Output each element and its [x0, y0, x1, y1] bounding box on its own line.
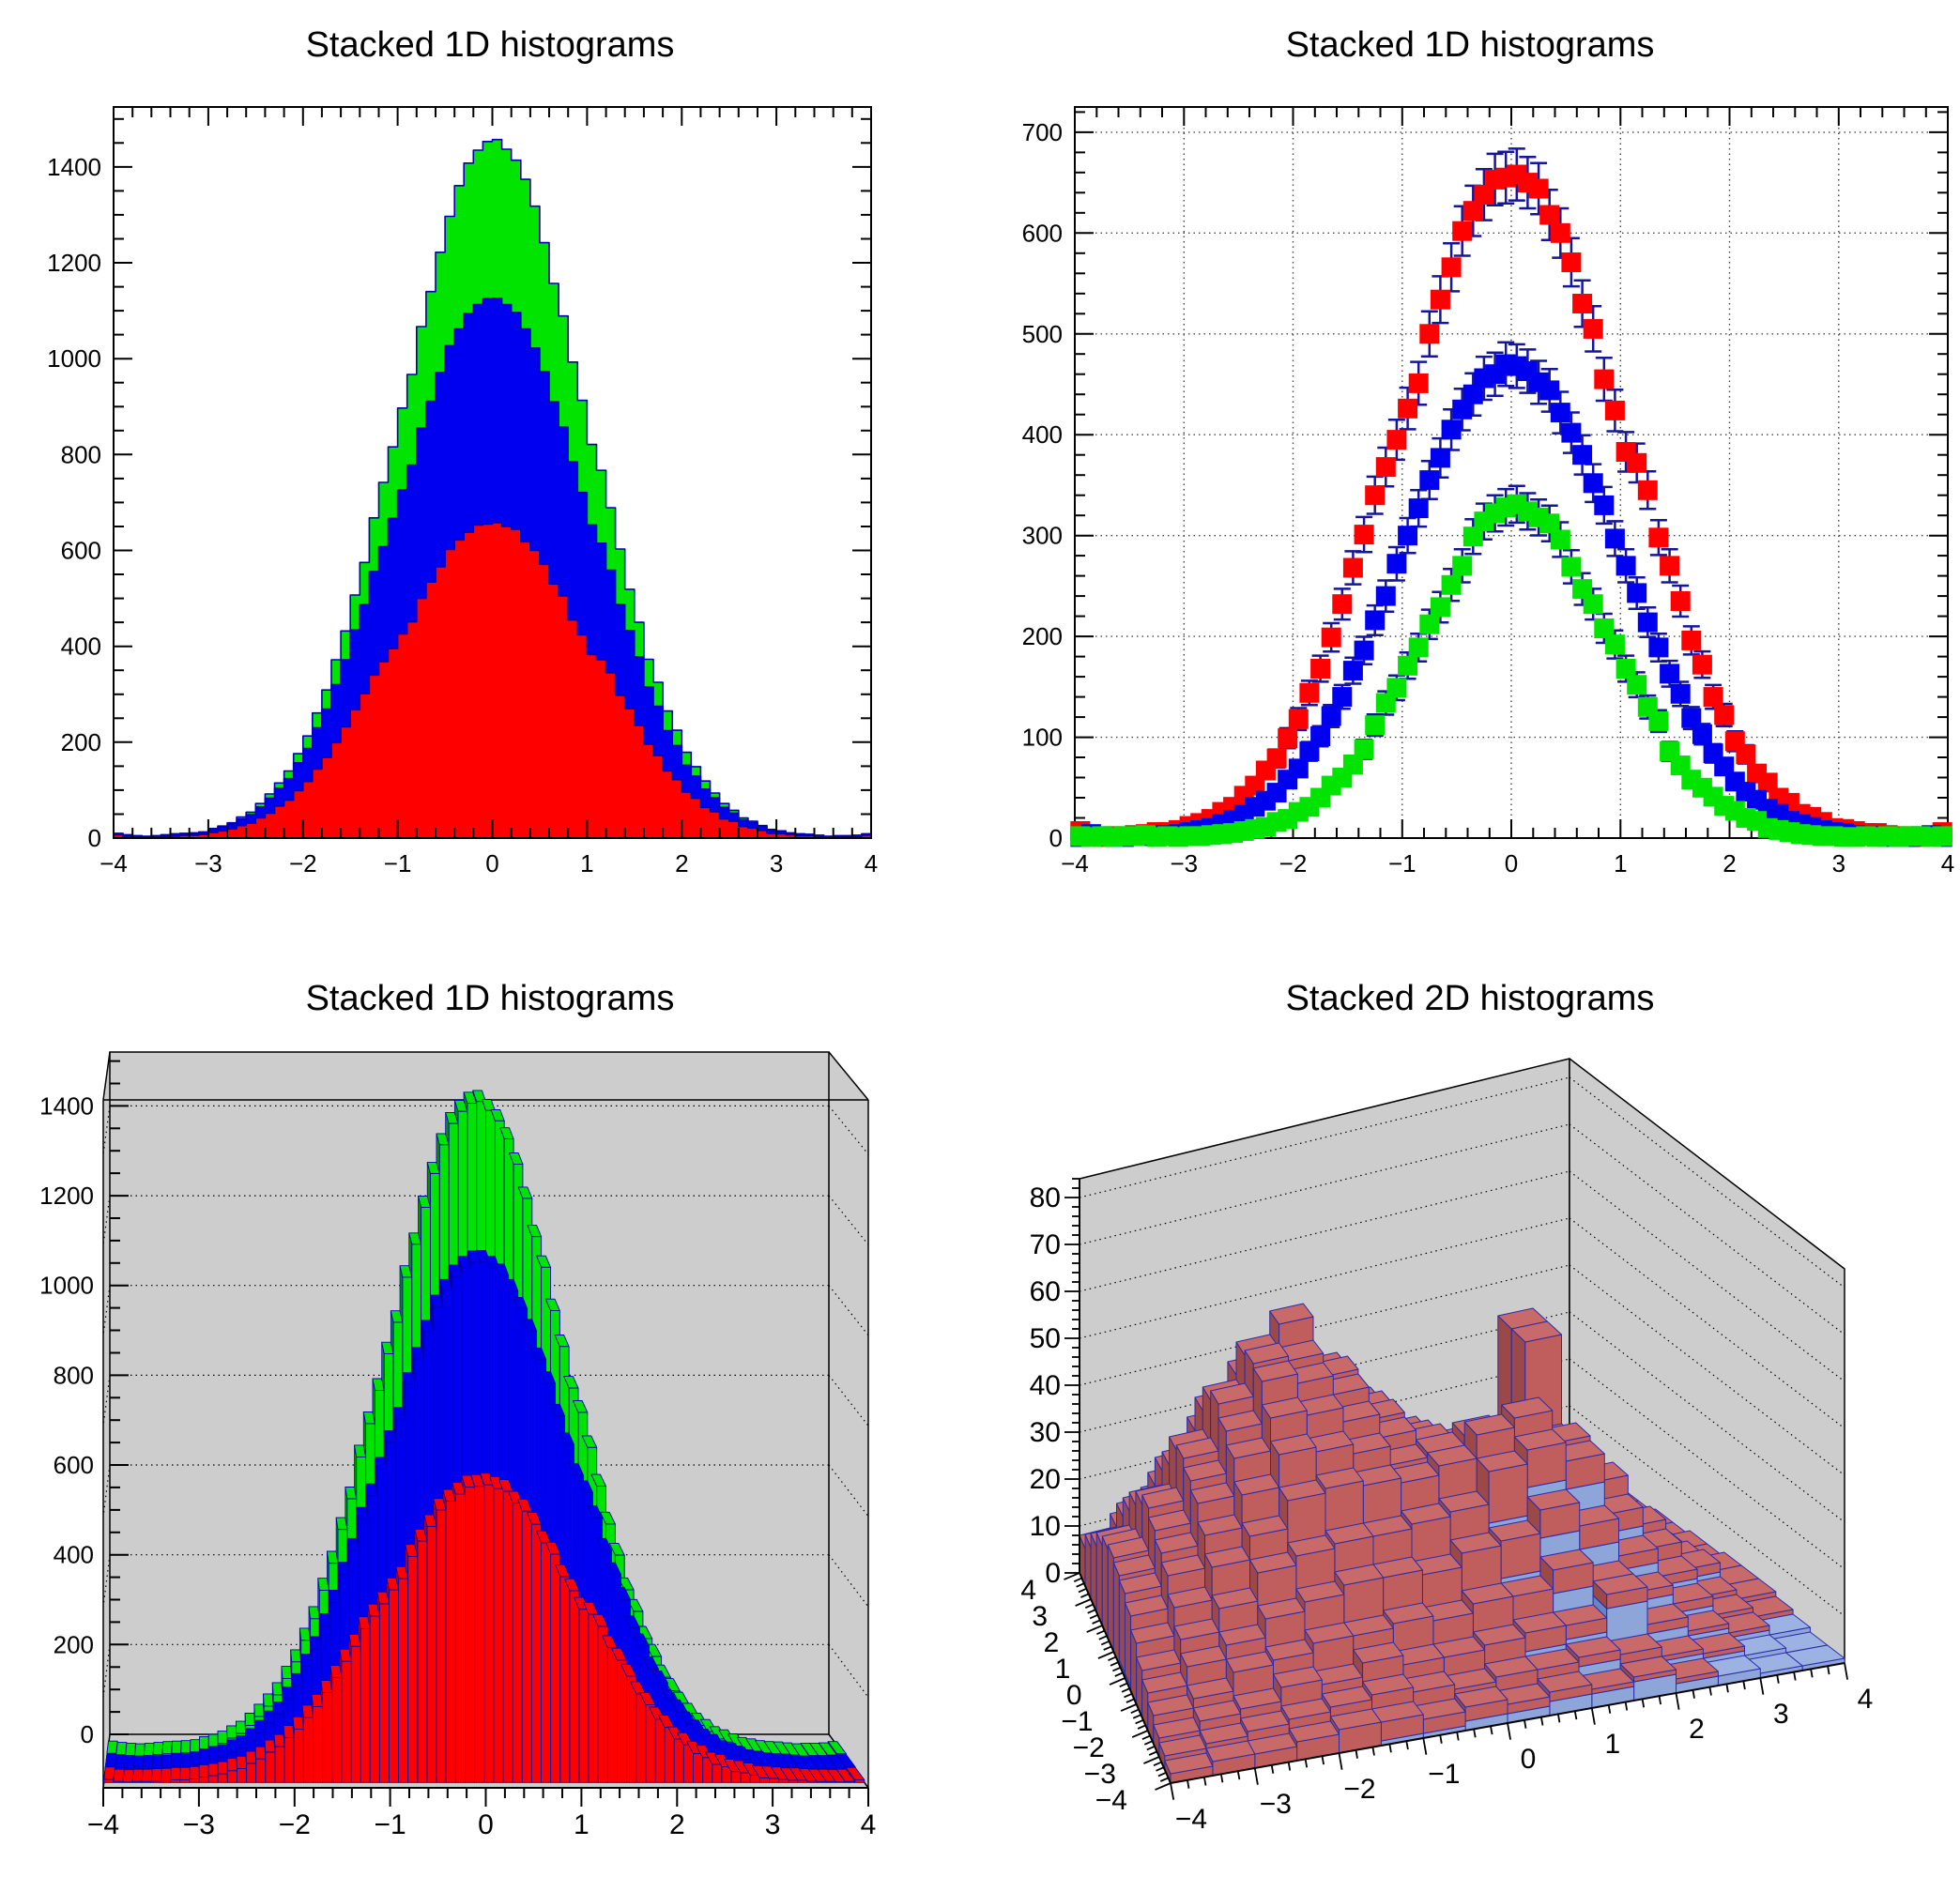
svg-text:−4: −4: [1095, 1785, 1127, 1816]
svg-text:600: 600: [61, 537, 101, 565]
svg-text:−3: −3: [1260, 1789, 1292, 1820]
panel-stacked-1d-markers: Stacked 1D histograms −4 −3 −2 −1 0 1 2 3 4 0 100 2…: [1022, 25, 1955, 877]
svg-text:40: 40: [1030, 1370, 1061, 1401]
svg-text:1: 1: [1614, 849, 1627, 877]
svg-text:50: 50: [1030, 1323, 1061, 1354]
svg-text:3: 3: [1773, 1699, 1789, 1730]
svg-text:1000: 1000: [47, 344, 101, 373]
svg-text:0: 0: [1521, 1744, 1537, 1775]
svg-text:1200: 1200: [47, 249, 101, 277]
svg-text:80: 80: [1030, 1182, 1061, 1213]
svg-text:800: 800: [54, 1361, 94, 1389]
svg-text:−1: −1: [374, 1809, 406, 1840]
svg-text:3: 3: [1832, 849, 1845, 877]
svg-text:800: 800: [61, 440, 101, 468]
svg-text:600: 600: [1022, 219, 1063, 247]
svg-text:4: 4: [1941, 849, 1954, 877]
svg-text:1200: 1200: [39, 1182, 94, 1210]
svg-text:1000: 1000: [39, 1272, 94, 1300]
svg-text:2: 2: [1689, 1714, 1705, 1745]
svg-text:3: 3: [1032, 1601, 1048, 1632]
svg-text:4: 4: [1020, 1575, 1036, 1606]
svg-text:600: 600: [54, 1451, 94, 1479]
svg-text:10: 10: [1030, 1511, 1061, 1542]
panel-stacked-1d-filled: Stacked 1D histograms −4 −3 −2 −1 0 1 2 3 4 0 200 4…: [47, 25, 878, 877]
svg-text:60: 60: [1030, 1276, 1061, 1307]
svg-text:30: 30: [1030, 1417, 1061, 1448]
svg-text:−3: −3: [1084, 1759, 1116, 1790]
svg-text:4: 4: [861, 1809, 877, 1840]
svg-text:1: 1: [1055, 1654, 1071, 1685]
svg-text:2: 2: [669, 1809, 685, 1840]
svg-text:0: 0: [88, 824, 101, 852]
panel-4-title: Stacked 2D histograms: [1286, 979, 1655, 1018]
svg-text:200: 200: [54, 1630, 94, 1658]
svg-text:1400: 1400: [39, 1091, 94, 1120]
svg-text:−2: −2: [1279, 849, 1308, 877]
svg-text:400: 400: [54, 1541, 94, 1569]
svg-text:200: 200: [61, 728, 101, 756]
svg-text:1: 1: [574, 1809, 590, 1840]
svg-text:−1: −1: [1061, 1706, 1093, 1737]
panel-2-plot: −4 −3 −2 −1 0 1 2 3 4 0 100 200 300 400 500 600 700: [1022, 106, 1954, 877]
svg-text:−3: −3: [1170, 849, 1198, 877]
svg-text:2: 2: [1044, 1627, 1060, 1658]
svg-text:20: 20: [1030, 1464, 1061, 1495]
svg-text:400: 400: [1022, 420, 1063, 449]
panel-1-plot: −4 −3 −2 −1 0 1 2 3 4 0 200 400 600 800 1000 1200 1400: [47, 106, 878, 877]
svg-text:−3: −3: [183, 1809, 215, 1840]
svg-text:0: 0: [1049, 824, 1063, 852]
svg-text:700: 700: [1022, 118, 1063, 146]
svg-text:3: 3: [770, 849, 783, 877]
panel-stacked-2d-lego: Stacked 2D histograms −4 −3 −2 −1 0 1 2 3 443210…: [1020, 979, 1874, 1835]
panel-3-plot: 0 200 400 600 800 1000 1200 1400 −4 −3 −2 −1 0 1 2 3 4: [39, 1051, 877, 1840]
svg-text:0: 0: [478, 1809, 494, 1840]
svg-text:−2: −2: [1073, 1732, 1105, 1763]
svg-text:−2: −2: [1343, 1774, 1375, 1805]
svg-text:0: 0: [1505, 849, 1518, 877]
svg-text:1400: 1400: [47, 153, 101, 181]
svg-text:500: 500: [1022, 320, 1063, 348]
svg-text:1: 1: [1604, 1729, 1620, 1760]
svg-text:2: 2: [1723, 849, 1736, 877]
svg-text:−3: −3: [194, 849, 222, 877]
svg-text:1: 1: [580, 849, 593, 877]
svg-text:−1: −1: [1388, 849, 1416, 877]
svg-text:400: 400: [61, 633, 101, 661]
panel-1-title: Stacked 1D histograms: [306, 25, 675, 65]
svg-text:70: 70: [1030, 1229, 1061, 1260]
svg-text:0: 0: [485, 849, 498, 877]
svg-text:3: 3: [765, 1809, 781, 1840]
panel-4-plot: −4 −3 −2 −1 0 1 2 3 443210−1−2−3−401020304050607…: [1020, 1058, 1874, 1835]
svg-text:2: 2: [675, 849, 688, 877]
svg-text:0: 0: [81, 1720, 94, 1748]
svg-text:0: 0: [1045, 1558, 1061, 1589]
svg-text:100: 100: [1022, 724, 1063, 752]
svg-text:−1: −1: [1428, 1759, 1460, 1790]
svg-text:−4: −4: [1061, 849, 1089, 877]
svg-text:−4: −4: [100, 849, 128, 877]
svg-text:−2: −2: [289, 849, 317, 877]
svg-text:300: 300: [1022, 522, 1063, 550]
svg-text:−4: −4: [87, 1809, 119, 1840]
svg-text:0: 0: [1066, 1680, 1082, 1711]
svg-text:−4: −4: [1175, 1804, 1207, 1835]
panel-3-title: Stacked 1D histograms: [306, 979, 675, 1018]
svg-text:200: 200: [1022, 622, 1063, 650]
svg-text:4: 4: [865, 849, 878, 877]
panel-stacked-1d-3d: Stacked 1D histograms 0 200 400 600 800 1000 1…: [39, 979, 877, 1840]
svg-text:−2: −2: [279, 1809, 311, 1840]
svg-text:4: 4: [1858, 1684, 1874, 1715]
svg-text:−1: −1: [384, 849, 412, 877]
panel-2-title: Stacked 1D histograms: [1286, 25, 1655, 65]
